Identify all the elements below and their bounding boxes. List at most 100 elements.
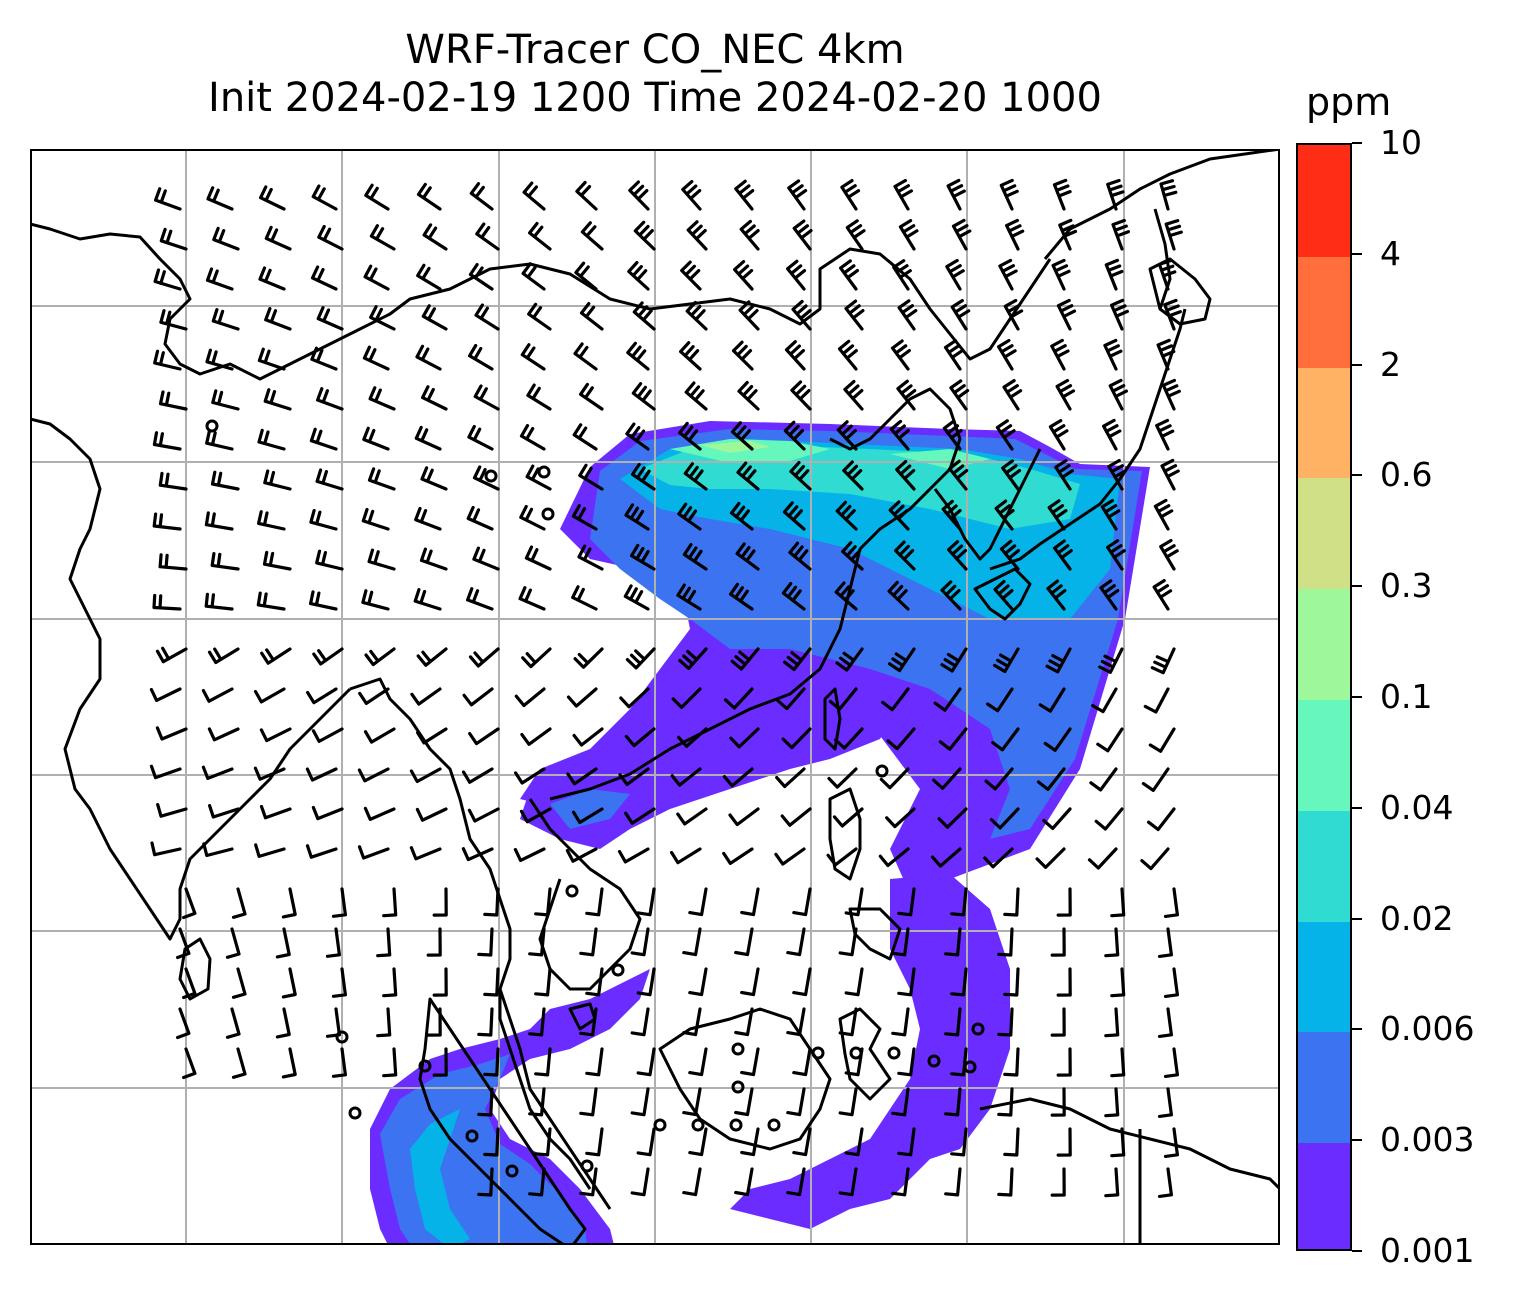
wind-barb [940,647,968,673]
wind-barb [254,843,286,858]
wind-barb [422,223,448,251]
wind-barb [1054,459,1074,491]
wind-barb [466,587,494,611]
plume-philippine-sea [730,874,1010,1229]
wind-barb [682,1007,702,1037]
wind-barb [263,469,292,491]
wind-barb [1104,927,1120,958]
wind-barb [786,927,806,957]
wind-barb [572,727,604,747]
wind-barb [416,727,448,745]
wind-barb [579,1167,598,1197]
wind-barb [740,967,760,997]
wind-barb [688,1127,708,1157]
wind-barb [421,385,448,411]
wind-barb [1091,687,1118,714]
wind-barb [211,389,240,411]
wind-barb [575,180,598,211]
wind-barb [528,1087,546,1117]
wind-barb [262,550,292,571]
wind-barb [416,182,442,211]
map-frame [30,149,1280,1245]
wind-barb [150,841,182,857]
wind-barb [734,1087,754,1117]
wind-barb [670,767,702,787]
calm-circle [729,1118,743,1132]
colorbar-tick-label: 0.6 [1380,455,1433,495]
wind-barb [734,927,754,957]
wind-barb [362,426,390,451]
wind-barb [897,1127,916,1157]
wind-barb [889,419,910,451]
wind-barb [1046,579,1067,611]
colorbar-segment [1298,145,1350,257]
wind-barb [414,506,442,531]
title-line-2: Init 2024-02-19 1200 Time 2024-02-20 100… [208,75,1102,121]
wind-barb [585,1127,604,1157]
colorbar-tick-label: 0.003 [1380,1120,1475,1160]
wind-barb [310,265,338,291]
wind-barb [305,767,338,782]
wind-barb [729,501,754,531]
wind-barb [893,178,913,211]
wind-barb [788,541,812,571]
wind-barb [945,258,965,291]
wind-barb [1050,338,1070,371]
wind-barb [571,504,598,531]
calm-circle [348,1106,362,1120]
wind-barb [835,500,858,531]
wind-barb [1047,499,1068,531]
wind-barb [740,887,760,917]
wind-barb [1050,927,1066,957]
wind-barb [311,727,344,743]
wind-barb [520,343,546,371]
colorbar-tick [1352,363,1362,366]
wind-barb [944,927,962,957]
wind-barb [997,1167,1014,1197]
coast-sulawesi [838,1007,892,1101]
calm-circle [731,1080,745,1094]
wind-barb [636,887,656,917]
colorbar-segment [1298,699,1350,811]
wind-barb [225,1007,241,1039]
wind-barb [1106,539,1126,571]
wind-barb [1089,767,1118,792]
wind-barb [950,299,971,331]
wind-barb [566,687,598,708]
plume-malay-cyan [410,1109,470,1245]
wind-barb [526,383,552,411]
colorbar-tick-label: 4 [1380,233,1401,273]
wind-barb [1157,1167,1173,1198]
wind-barb [528,1167,546,1197]
wind-barb [679,341,702,371]
wind-barb [932,767,962,790]
wind-barb [205,348,234,371]
colorbar-segment [1298,920,1350,1033]
wind-barb [357,845,390,860]
wind-barb [630,1087,650,1117]
wind-barb [1052,178,1072,211]
colorbar-tick [1352,1139,1362,1142]
calm-circle [927,1054,941,1068]
calm-circle [205,419,219,433]
wind-barb [520,727,552,746]
wind-barb [363,727,396,744]
wind-barb [676,583,702,611]
wind-barb [1164,219,1183,251]
wind-barb [1058,218,1078,251]
wind-barb [827,767,858,789]
wind-barb [844,967,864,997]
wind-barb [275,1007,291,1039]
wind-barb [409,846,442,861]
wind-barb [1056,887,1072,917]
wind-barb [838,927,858,957]
wind-barb [1159,538,1179,571]
wind-barb [682,543,708,571]
wind-barb [944,1007,962,1037]
colorbar-segment [1298,255,1350,368]
wind-barb [410,687,442,706]
wind-barb [414,425,442,451]
wind-barb [281,887,297,919]
wind-barb [828,687,858,711]
wind-barb [1104,1167,1120,1198]
